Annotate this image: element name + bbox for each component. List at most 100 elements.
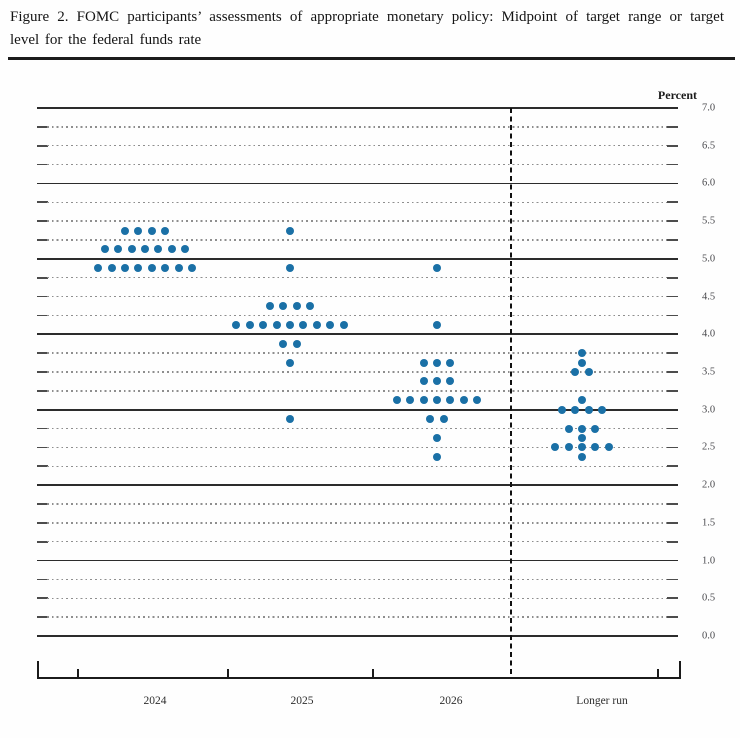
gridline-segment bbox=[47, 201, 667, 203]
gridline-segment bbox=[667, 125, 678, 128]
fomc-participant-dot bbox=[598, 405, 607, 414]
gridline-segment bbox=[667, 295, 678, 298]
fomc-participant-dot bbox=[433, 320, 441, 329]
fomc-participant-dot bbox=[604, 443, 613, 452]
fomc-participant-dot bbox=[286, 226, 294, 235]
x-axis-tick bbox=[227, 669, 229, 677]
gridline-segment bbox=[37, 578, 48, 581]
fomc-participant-dot bbox=[433, 264, 441, 273]
gridline-segment bbox=[47, 578, 667, 581]
gridline-segment bbox=[667, 239, 678, 241]
fomc-participant-dot bbox=[551, 443, 560, 452]
fomc-participant-dot bbox=[578, 434, 586, 442]
x-axis-tick bbox=[372, 669, 374, 677]
gridline-dotted-6.75 bbox=[37, 125, 678, 128]
gridline-dotted-3.5 bbox=[37, 371, 678, 373]
gridline-solid-0 bbox=[37, 635, 678, 637]
fomc-participant-dot bbox=[286, 320, 294, 329]
fomc-participant-dot bbox=[433, 434, 441, 442]
fomc-participant-dot bbox=[141, 245, 149, 254]
gridline-segment bbox=[37, 314, 48, 317]
gridline-solid-4 bbox=[37, 333, 678, 336]
gridline-segment bbox=[37, 446, 48, 449]
fomc-participant-dot bbox=[419, 358, 428, 367]
fomc-participant-dot bbox=[154, 245, 163, 254]
y-tick-label-5.5: 5.5 bbox=[702, 215, 716, 227]
gridline-solid-3 bbox=[37, 408, 678, 411]
gridline-segment bbox=[667, 201, 678, 204]
gridline-dotted-4.5 bbox=[37, 295, 678, 298]
fomc-participant-dot bbox=[134, 226, 143, 235]
fomc-participant-dot bbox=[584, 368, 593, 376]
gridline-dotted-2.75 bbox=[37, 427, 678, 430]
fomc-participant-dot bbox=[446, 358, 455, 367]
gridline-segment bbox=[47, 503, 667, 505]
fomc-participant-dot bbox=[245, 320, 254, 329]
gridline-segment bbox=[37, 371, 48, 373]
fomc-participant-dot bbox=[292, 339, 301, 348]
gridline-segment bbox=[47, 295, 667, 298]
fomc-participant-dot bbox=[306, 302, 315, 310]
y-axis-unit-label: Percent bbox=[657, 88, 697, 102]
gridline-solid-7 bbox=[37, 107, 678, 109]
y-tick-label-3.0: 3.0 bbox=[702, 404, 716, 416]
gridline-dotted-3.25 bbox=[37, 389, 678, 392]
gridline-segment bbox=[47, 145, 667, 147]
gridline-segment bbox=[37, 276, 48, 279]
fomc-participant-dot bbox=[161, 264, 170, 273]
fomc-participant-dot bbox=[339, 320, 348, 329]
fomc-participant-dot bbox=[571, 368, 580, 376]
fomc-participant-dot bbox=[406, 396, 415, 405]
y-tick-label-3.5: 3.5 bbox=[702, 366, 716, 378]
fomc-participant-dot bbox=[147, 264, 156, 273]
gridline-segment bbox=[667, 503, 678, 505]
fomc-participant-dot bbox=[433, 452, 441, 461]
y-tick-label-1.5: 1.5 bbox=[702, 517, 716, 529]
fomc-participant-dot bbox=[292, 302, 301, 310]
fomc-participant-dot bbox=[120, 264, 129, 273]
fomc-participant-dot bbox=[161, 226, 170, 235]
fomc-participant-dot bbox=[279, 302, 288, 310]
gridline-segment bbox=[37, 239, 48, 241]
gridline-dotted-5.5 bbox=[37, 220, 678, 223]
y-tick-label-2.5: 2.5 bbox=[702, 441, 716, 453]
x-axis-line bbox=[37, 677, 681, 679]
gridline-dotted-5.75 bbox=[37, 201, 678, 204]
gridline-dotted-0.25 bbox=[37, 616, 678, 619]
fomc-participant-dot bbox=[473, 396, 482, 405]
gridline-segment bbox=[47, 616, 667, 618]
gridline-segment bbox=[667, 314, 678, 317]
gridline-segment bbox=[37, 597, 48, 600]
fomc-participant-dot bbox=[578, 424, 586, 433]
gridline-segment bbox=[47, 277, 667, 279]
gridline-segment bbox=[37, 144, 48, 147]
gridline-segment bbox=[47, 239, 667, 241]
gridline-segment bbox=[667, 521, 678, 524]
fomc-participant-dot bbox=[272, 320, 281, 329]
fomc-participant-dot bbox=[134, 264, 143, 273]
fomc-participant-dot bbox=[286, 415, 294, 424]
fomc-participant-dot bbox=[578, 396, 586, 405]
fomc-participant-dot bbox=[187, 264, 196, 273]
gridline-dotted-1.25 bbox=[37, 540, 678, 543]
gridline-segment bbox=[37, 503, 48, 505]
fomc-participant-dot bbox=[433, 358, 441, 367]
gridline-segment bbox=[667, 163, 678, 166]
fomc-participant-dot bbox=[232, 320, 241, 329]
fomc-participant-dot bbox=[433, 377, 441, 386]
gridline-solid-5 bbox=[37, 257, 678, 260]
y-tick-label-2.0: 2.0 bbox=[702, 479, 716, 491]
fomc-participant-dot bbox=[312, 320, 321, 329]
gridline-segment bbox=[667, 465, 678, 468]
gridline-dotted-0.75 bbox=[37, 578, 678, 581]
gridline-dotted-6.25 bbox=[37, 163, 678, 166]
fomc-participant-dot bbox=[286, 264, 294, 273]
gridline-dotted-5.25 bbox=[37, 239, 678, 241]
gridline-segment bbox=[47, 446, 667, 449]
fomc-participant-dot bbox=[127, 245, 136, 254]
gridline-segment bbox=[37, 389, 48, 392]
gridline-segment bbox=[47, 220, 667, 222]
gridline-segment bbox=[37, 125, 48, 128]
gridline-segment bbox=[37, 163, 48, 166]
